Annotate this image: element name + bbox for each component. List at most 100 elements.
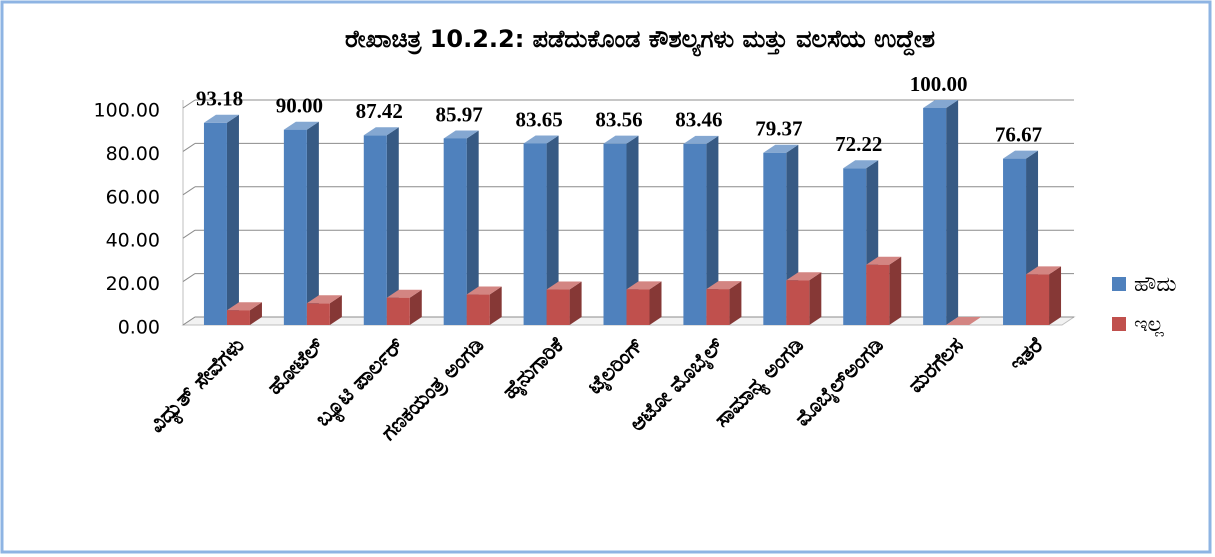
bar — [386, 289, 422, 325]
bar-front — [386, 297, 410, 325]
bar-side — [569, 281, 582, 325]
bar-side — [329, 295, 342, 325]
bar-top — [763, 144, 799, 153]
bar-top — [786, 272, 822, 281]
bar-side — [626, 135, 639, 325]
bar-side — [1049, 266, 1062, 325]
data-label: 93.18 — [196, 87, 243, 111]
bar-side — [249, 302, 262, 325]
bar-top — [523, 135, 559, 144]
bar — [546, 281, 582, 325]
bar-front — [283, 129, 307, 325]
y-tick-label: 0.00 — [118, 317, 160, 339]
bar-top — [386, 289, 422, 298]
bar-top — [283, 121, 319, 130]
legend-swatch — [1112, 317, 1126, 331]
bar-top — [1026, 266, 1062, 275]
bar — [683, 135, 719, 325]
bar-front — [923, 108, 947, 325]
bar-side — [489, 286, 502, 325]
bar-top — [706, 281, 742, 290]
data-label: 76.67 — [995, 122, 1042, 146]
data-label: 87.42 — [356, 99, 403, 123]
grid-line — [182, 229, 196, 239]
bar-front — [306, 303, 330, 325]
bar-top — [866, 256, 902, 265]
bar-front — [706, 289, 730, 325]
bar-front — [1003, 158, 1027, 325]
bar-side — [809, 272, 822, 325]
bar-side — [889, 256, 902, 325]
bar — [1026, 266, 1062, 325]
bar-side — [226, 114, 239, 325]
y-tick-label: 100.00 — [94, 100, 160, 122]
grid-line — [182, 142, 196, 152]
bar — [866, 256, 902, 325]
bar-top — [226, 302, 262, 311]
bar-side — [386, 127, 399, 325]
bar-front — [763, 152, 787, 325]
bar — [306, 295, 342, 325]
bar-front — [203, 122, 227, 325]
bar-side — [306, 121, 319, 325]
bar-side — [409, 289, 422, 325]
bar-front — [786, 280, 810, 325]
bar-front — [226, 310, 250, 325]
bar-top — [1003, 150, 1039, 159]
bar-front — [523, 143, 547, 325]
bar-top — [603, 135, 639, 144]
grid-line — [182, 273, 196, 283]
bar-front — [843, 168, 867, 325]
y-tick-label: 80.00 — [106, 143, 160, 165]
legend-label: ಇಲ್ಲ — [1134, 312, 1164, 337]
bar-front — [866, 264, 890, 325]
bar — [626, 281, 662, 325]
bar-top — [843, 160, 879, 169]
bar — [946, 317, 982, 325]
y-tick-label: 60.00 — [106, 186, 160, 208]
bar-front — [683, 143, 707, 325]
bar-top — [683, 135, 719, 144]
y-tick-label: 20.00 — [106, 273, 160, 295]
bar-top — [203, 114, 239, 123]
data-label: 83.65 — [515, 107, 562, 131]
data-label: 90.00 — [276, 94, 323, 118]
bar-front — [603, 143, 627, 325]
legend-swatch — [1112, 277, 1126, 291]
bar-front — [363, 135, 387, 325]
grid-line — [182, 316, 196, 326]
bar-top — [443, 130, 479, 139]
bar-side — [649, 281, 662, 325]
bar-front — [626, 289, 650, 325]
grid-line — [182, 99, 196, 109]
bar-side — [729, 281, 742, 325]
bar-front — [466, 294, 490, 325]
data-label: 79.37 — [755, 117, 802, 141]
data-label: 100.00 — [910, 72, 968, 96]
bar — [443, 130, 479, 325]
bar — [283, 121, 319, 325]
bar — [923, 100, 959, 325]
bar — [786, 272, 822, 325]
bar — [603, 135, 639, 325]
bar-top — [946, 317, 982, 325]
bar — [523, 135, 559, 325]
bar — [226, 302, 262, 325]
data-label: 83.56 — [595, 107, 642, 131]
data-label: 85.97 — [436, 102, 483, 126]
bar-front — [1026, 274, 1050, 325]
grid-line — [182, 186, 196, 196]
legend-label: ಹೌದು — [1134, 272, 1177, 296]
bar — [466, 286, 502, 325]
bar-top — [923, 100, 959, 108]
bar-top — [626, 281, 662, 290]
bar — [203, 114, 239, 325]
bar-top — [466, 286, 502, 295]
bar — [706, 281, 742, 325]
data-label: 83.46 — [675, 108, 722, 132]
chart-title: ರೇಖಾಚಿತ್ರ 10.2.2: ಪಡೆದುಕೊಂಡ ಕೌಶಲ್ಯಗಳು ಮತ… — [345, 25, 935, 57]
bar-side — [466, 130, 479, 325]
bar-top — [363, 127, 399, 136]
data-label: 72.22 — [835, 132, 882, 156]
